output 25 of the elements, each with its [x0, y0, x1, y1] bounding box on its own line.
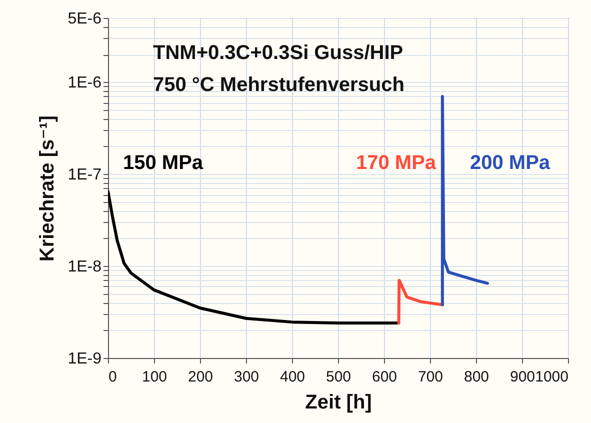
- x-tick-label: 1000: [535, 368, 568, 386]
- x-tick-label: 700: [418, 368, 444, 386]
- y-tick-label: 1E-7: [68, 166, 102, 184]
- x-tick-label: 600: [372, 368, 398, 386]
- x-tick-label: 800: [464, 368, 490, 386]
- x-axis-title: Zeit [h]: [305, 392, 372, 414]
- y-tick-label: 1E-8: [68, 258, 102, 276]
- x-tick-label: 500: [326, 368, 352, 386]
- x-tick-label: 300: [234, 368, 260, 386]
- x-tick-label: 0: [108, 368, 117, 386]
- annotation: TNM+0.3C+0.3Si Guss/HIP: [153, 42, 404, 64]
- y-axis-title: Kriechrate [s⁻¹]: [36, 115, 59, 262]
- y-tick-label: 5E-6: [68, 10, 102, 28]
- annotation: 750 °C Mehrstufenversuch: [153, 74, 404, 96]
- x-tick-label: 200: [188, 368, 214, 386]
- text: 170 MPa: [356, 152, 437, 174]
- line-series: [108, 190, 400, 325]
- y-tick-label: 1E-9: [68, 350, 102, 368]
- series-label: 200 MPa: [470, 152, 551, 174]
- x-tick-label: 900: [510, 368, 536, 386]
- line-series: [397, 278, 444, 325]
- x-tick-label: 400: [280, 368, 306, 386]
- x-tick-label: 100: [142, 368, 168, 386]
- y-tick-label: 1E-6: [68, 74, 102, 92]
- series-label: 150 MPa: [123, 152, 204, 174]
